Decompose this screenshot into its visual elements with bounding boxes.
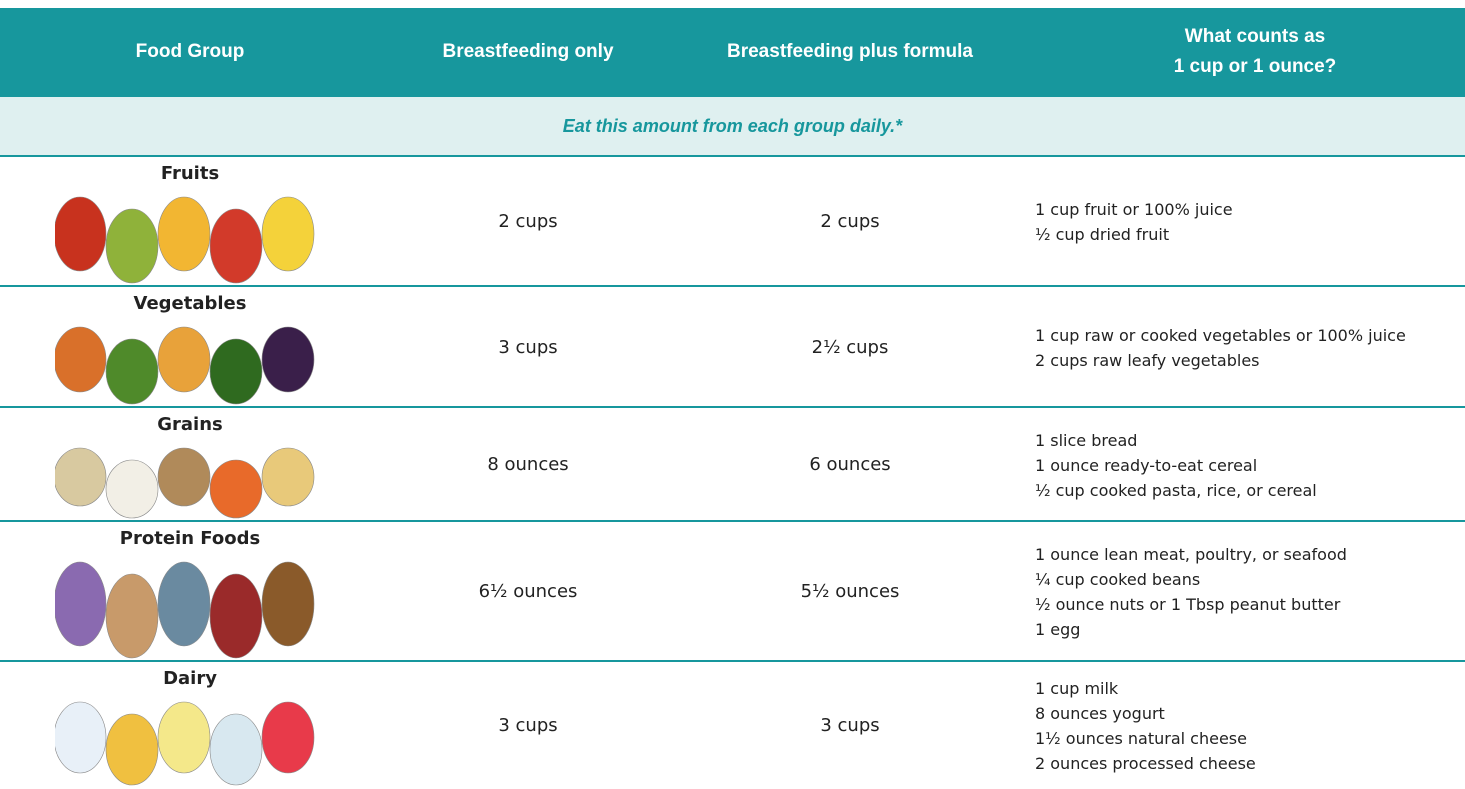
equivalent: ½ ounce nuts or 1 Tbsp peanut butter [1035, 595, 1341, 614]
food-item [209, 713, 263, 786]
food-item [105, 208, 159, 284]
food-item [261, 196, 315, 272]
row-separator [0, 660, 1465, 662]
food-illustration [55, 447, 315, 519]
food-item [55, 447, 107, 507]
food-group: Dairy [163, 668, 217, 689]
header-cell: Food Group [135, 41, 245, 62]
equivalent: ½ cup cooked pasta, rice, or cereal [1035, 480, 1317, 500]
header-cell: 1 cup or 1 ounce? [1173, 56, 1337, 77]
equivalent: 1 cup fruit or 100% juice [1035, 200, 1233, 219]
food-group: Vegetables [133, 293, 247, 314]
equivalent: ½ cup dried fruit [1035, 225, 1170, 244]
amount-breastfeeding: 2 cups [498, 211, 558, 232]
amount-breastfeeding: 8 ounces [487, 454, 569, 475]
amount-formula: 2½ cups [811, 336, 889, 358]
amount-formula: 6 ounces [809, 454, 891, 475]
food-item [55, 561, 107, 647]
equivalent: ¼ cup cooked beans [1035, 570, 1201, 589]
food-illustration [55, 196, 315, 284]
food-illustration [55, 701, 315, 786]
food-item [209, 459, 263, 519]
equivalent: 1 slice bread [1035, 430, 1138, 450]
equivalent: 1 cup milk [1035, 678, 1119, 698]
food-group: Grains [157, 414, 223, 435]
food-illustration [55, 326, 315, 405]
header-cell: Breastfeeding plus formula [727, 41, 973, 62]
equivalent: 1 ounce lean meat, poultry, or seafood [1035, 545, 1347, 564]
subheader-bar: Eat this amount from each group daily.* [0, 97, 1465, 157]
equivalent: 8 ounces yogurt [1035, 703, 1165, 723]
food-item [105, 338, 159, 405]
food-item [261, 561, 315, 647]
food-item [157, 447, 211, 507]
food-item [157, 326, 211, 393]
food-item [105, 459, 159, 519]
food-group: Fruits [160, 163, 220, 184]
food-item [55, 701, 107, 774]
subheader: Eat this amount from each group daily.* [562, 116, 903, 136]
food-illustration [55, 561, 315, 659]
amount-breastfeeding: 3 cups [498, 336, 558, 358]
food-item [55, 326, 107, 393]
food-item [261, 447, 315, 507]
amount-formula: 3 cups [820, 714, 880, 736]
amount-formula: 5½ ounces [800, 581, 900, 602]
food-item [157, 561, 211, 647]
header-bar [0, 8, 1465, 97]
row-separator [0, 520, 1465, 522]
food-item [261, 326, 315, 393]
equivalent: 1 ounce ready-to-eat cereal [1035, 455, 1258, 475]
food-item [157, 196, 211, 272]
food-item [157, 701, 211, 774]
header-cell: Breastfeeding only [442, 41, 614, 62]
equivalent: 2 ounces processed cheese [1035, 753, 1256, 773]
food-item [261, 701, 315, 774]
food-item [209, 338, 263, 405]
food-item [105, 573, 159, 659]
food-item [55, 196, 107, 272]
food-item [209, 573, 263, 659]
row-separator [0, 285, 1465, 287]
food-group: Protein Foods [119, 528, 261, 549]
equivalent: 2 cups raw leafy vegetables [1035, 350, 1260, 370]
amount-formula: 2 cups [820, 211, 880, 232]
food-item [209, 208, 263, 284]
equivalent: 1 cup raw or cooked vegetables or 100% j… [1035, 325, 1406, 345]
equivalent: 1½ ounces natural cheese [1035, 728, 1247, 748]
equivalent: 1 egg [1035, 620, 1081, 639]
amount-breastfeeding: 6½ ounces [478, 581, 578, 602]
header-cell: What counts as [1184, 26, 1326, 47]
food-item [105, 713, 159, 786]
amount-breastfeeding: 3 cups [498, 714, 558, 736]
row-separator [0, 406, 1465, 408]
